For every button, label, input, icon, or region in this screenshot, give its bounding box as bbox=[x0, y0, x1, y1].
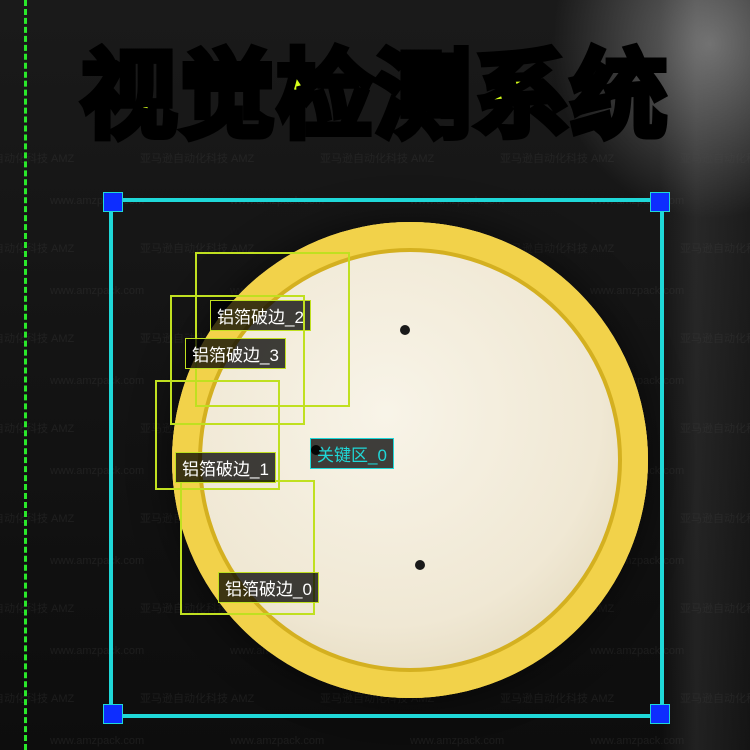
defect-label[interactable]: 铝箔破边_0 bbox=[218, 572, 319, 603]
watermark-text: 亚马逊自动化科技 AMZ bbox=[680, 150, 750, 166]
watermark-text: 亚马逊自动化科技 AMZ bbox=[0, 150, 74, 166]
watermark-text: www.amzpack.com bbox=[230, 735, 324, 747]
roi-handle-bottom-left[interactable] bbox=[103, 704, 123, 724]
page-title: 视觉检测系统 bbox=[0, 18, 750, 157]
key-region-label[interactable]: 关键区_0 bbox=[310, 438, 394, 469]
roi-handle-top-left[interactable] bbox=[103, 192, 123, 212]
roi-handle-top-right[interactable] bbox=[650, 192, 670, 212]
green-guide-line bbox=[24, 0, 27, 750]
watermark-text: 亚马逊自动化科技 AMZ bbox=[680, 600, 750, 616]
watermark-text: 亚马逊自动化科技 AMZ bbox=[0, 690, 74, 706]
watermark-text: 亚马逊自动化科技 AMZ bbox=[680, 510, 750, 526]
watermark-text: 亚马逊自动化科技 AMZ bbox=[680, 690, 750, 706]
watermark-text: 亚马逊自动化科技 AMZ bbox=[0, 330, 74, 346]
watermark-text: www.amzpack.com bbox=[50, 735, 144, 747]
watermark-text: 亚马逊自动化科技 AMZ bbox=[0, 600, 74, 616]
watermark-text: 亚马逊自动化科技 AMZ bbox=[0, 240, 74, 256]
watermark-text: 亚马逊自动化科技 AMZ bbox=[0, 420, 74, 436]
watermark-text: 亚马逊自动化科技 AMZ bbox=[680, 420, 750, 436]
watermark-text: 亚马逊自动化科技 AMZ bbox=[680, 330, 750, 346]
watermark-text: 亚马逊自动化科技 AMZ bbox=[500, 150, 614, 166]
roi-handle-bottom-right[interactable] bbox=[650, 704, 670, 724]
glare-edge bbox=[660, 0, 750, 750]
glare-spot bbox=[550, 0, 750, 220]
watermark-text: www.amzpack.com bbox=[410, 735, 504, 747]
defect-label[interactable]: 铝箔破边_3 bbox=[185, 338, 286, 369]
inspection-viewport: 亚马逊自动化科技 AMZ 亚马逊自动化科技 AMZ 亚马逊自动化科技 AMZ 亚马逊自… bbox=[0, 0, 750, 750]
defect-label[interactable]: 铝箔破边_1 bbox=[175, 452, 276, 483]
watermark-text: 亚马逊自动化科技 AMZ bbox=[680, 240, 750, 256]
watermark-text: 亚马逊自动化科技 AMZ bbox=[0, 510, 74, 526]
watermark-text: www.amzpack.com bbox=[590, 735, 684, 747]
watermark-text: 亚马逊自动化科技 AMZ bbox=[320, 150, 434, 166]
watermark-text: 亚马逊自动化科技 AMZ bbox=[140, 150, 254, 166]
